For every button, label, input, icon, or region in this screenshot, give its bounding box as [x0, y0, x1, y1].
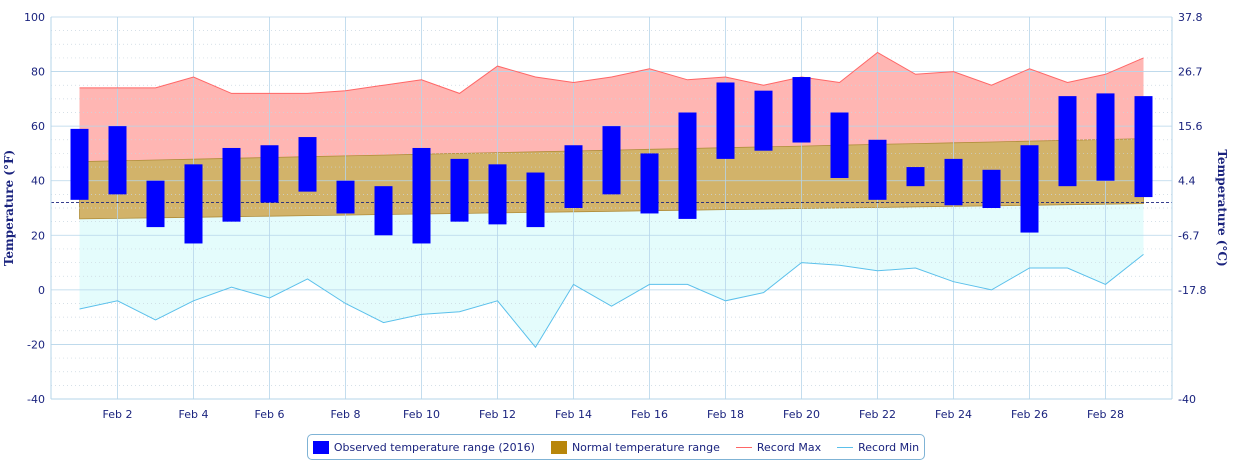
grid-layer [51, 16, 1172, 400]
legend-item-record-max[interactable]: Record Max [735, 440, 822, 454]
y-tick-label-right: 4.4 [1178, 175, 1196, 188]
x-tick-label: Feb 28 [1087, 408, 1124, 421]
x-tick-label: Feb 26 [1011, 408, 1048, 421]
observed-range-bar [450, 158, 469, 222]
y-tick-label-right: 15.6 [1178, 120, 1203, 133]
x-tick-label: Feb 18 [707, 408, 744, 421]
legend-label-normal: Normal temperature range [571, 440, 720, 454]
observed-range-bar [1020, 145, 1039, 233]
observed-range-bar [260, 145, 279, 203]
x-tick-label: Feb 8 [331, 408, 361, 421]
axes-layer: -40 -20 0 20 40 60 80 100 -40 -17.8 -6.7 4.4 15.6 26.… [24, 11, 1206, 421]
observed-range-bar [944, 158, 963, 206]
x-tick-label: Feb 20 [783, 408, 820, 421]
y-tick-label-left: 20 [31, 229, 45, 242]
legend-item-observed[interactable]: Observed temperature range (2016) [312, 440, 535, 454]
x-tick-label: Feb 10 [403, 408, 440, 421]
observed-range-bar [982, 169, 1001, 208]
observed-range-bar [868, 139, 887, 200]
observed-range-bar [1134, 96, 1153, 198]
observed-range-bar [488, 164, 507, 225]
observed-range-bar [298, 137, 317, 192]
observed-range-bar [678, 112, 697, 219]
record-max-line [79, 51, 1144, 94]
legend-swatch-observed [312, 440, 329, 454]
y-tick-label-left: 100 [24, 11, 45, 24]
y-tick-label-left: 40 [31, 175, 45, 188]
y-tick-label-left: -20 [27, 338, 45, 351]
record-min-line [79, 254, 1144, 349]
chart-legend: Observed temperature range (2016) Normal… [307, 434, 925, 460]
legend-item-record-min[interactable]: Record Min [837, 441, 919, 454]
x-tick-label: Feb 22 [859, 408, 896, 421]
observed-range-bar [906, 167, 925, 187]
legend-label-record-max: Record Max [756, 440, 822, 454]
x-tick-label: Feb 4 [179, 408, 209, 421]
observed-range-bar [564, 145, 583, 208]
observed-range-bar [146, 180, 165, 228]
observed-range-bar [1096, 93, 1115, 181]
x-tick-label: Feb 2 [103, 408, 133, 421]
y-tick-label-right: 37.8 [1178, 11, 1203, 24]
legend-item-normal[interactable]: Normal temperature range [550, 440, 720, 454]
y-tick-label-right: 26.7 [1178, 66, 1203, 79]
y-tick-label-left: -40 [27, 393, 45, 406]
record-min-band [79, 203, 1144, 348]
record-lines-layer [79, 51, 1144, 349]
observed-range-bar [222, 147, 241, 222]
x-tick-label: Feb 24 [935, 408, 972, 421]
observed-range-bar [412, 147, 431, 244]
y-tick-label-right: -17.8 [1178, 284, 1206, 297]
observed-range-bar [336, 180, 355, 214]
y-tick-label-left: 80 [31, 66, 45, 79]
observed-range-bar [640, 153, 659, 214]
x-tick-label: Feb 6 [255, 408, 285, 421]
observed-range-bar [184, 164, 203, 244]
observed-bars-layer [70, 77, 1153, 244]
observed-range-bar [70, 128, 89, 200]
observed-range-bar [108, 126, 127, 195]
temperature-chart: -40 -20 0 20 40 60 80 100 -40 -17.8 -6.7 4.4 15.6 26.… [2, 11, 1229, 421]
x-tick-label: Feb 14 [555, 408, 592, 421]
legend-swatch-record-max [735, 446, 752, 448]
observed-range-bar [602, 126, 621, 195]
observed-range-bar [716, 82, 735, 159]
legend-label-record-min: Record Min [858, 440, 920, 454]
legend-label-observed: Observed temperature range (2016) [333, 440, 535, 454]
observed-range-bar [754, 90, 773, 151]
observed-range-bar [374, 186, 393, 236]
observed-range-bar [526, 172, 545, 228]
observed-range-bar [830, 112, 849, 178]
y-tick-label-left: 0 [38, 284, 45, 297]
legend-swatch-normal [550, 440, 567, 454]
y-tick-label-left: 60 [31, 120, 45, 133]
legend-swatch-record-min [837, 446, 854, 448]
y-tick-label-right: -6.7 [1178, 229, 1199, 242]
x-tick-label: Feb 16 [631, 408, 668, 421]
x-tick-label: Feb 12 [479, 408, 516, 421]
observed-range-bar [1058, 96, 1077, 187]
y-axis-title-right: Temperature (°C) [1215, 149, 1229, 266]
y-tick-label-right: -40 [1178, 393, 1196, 406]
observed-range-bar [792, 77, 811, 143]
y-axis-title-left: Temperature (°F) [2, 150, 16, 266]
